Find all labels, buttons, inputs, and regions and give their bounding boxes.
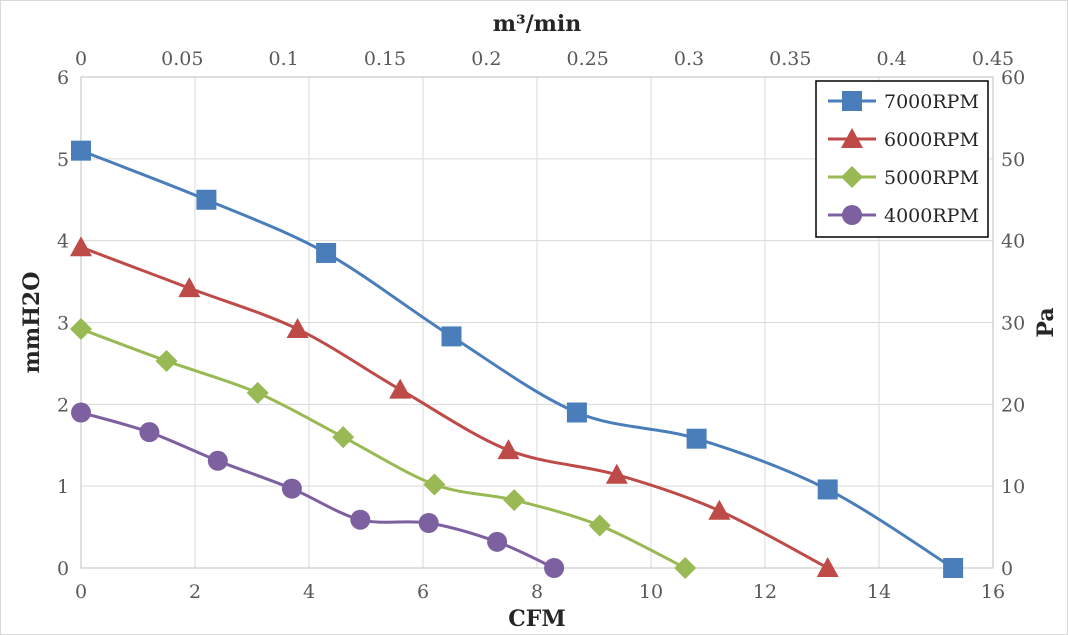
x-tick-label: 8 <box>531 581 543 603</box>
data-point <box>332 426 355 449</box>
x2-tick-label: 0.15 <box>364 48 406 70</box>
series-6000rpm <box>70 236 839 577</box>
legend-label: 5000RPM <box>884 167 979 189</box>
legend: 7000RPM 6000RPM 5000RPM 4000RPM <box>815 80 989 238</box>
data-point <box>139 422 160 443</box>
data-point <box>544 558 565 578</box>
y-axis-title: mmH2O <box>19 272 45 374</box>
x-tick-label: 2 <box>189 581 201 603</box>
data-point <box>71 140 91 161</box>
data-point <box>503 489 526 512</box>
x-tick-label: 4 <box>303 581 315 603</box>
data-point <box>207 450 228 471</box>
x2-tick-label: 0 <box>75 48 87 70</box>
data-point <box>71 402 91 423</box>
x-tick-label: 0 <box>75 581 87 603</box>
x-tick-label: 14 <box>867 581 891 603</box>
y2-tick-label: 50 <box>1001 149 1025 171</box>
x2-tick-label: 0.2 <box>471 48 501 70</box>
data-point <box>441 326 462 347</box>
x-axis-title: CFM <box>508 606 565 632</box>
legend-entry: 7000RPM <box>828 91 979 113</box>
legend-marker <box>842 205 862 225</box>
y-tick-label: 6 <box>57 67 69 89</box>
data-point <box>418 512 439 533</box>
data-point <box>246 381 269 404</box>
data-point <box>70 236 92 257</box>
x-tick-label: 6 <box>417 581 429 603</box>
y2-axis-title: Pa <box>1033 307 1059 337</box>
series-4000rpm <box>71 402 565 578</box>
y-tick-label: 0 <box>57 558 69 580</box>
y2-tick-label: 40 <box>1001 231 1025 253</box>
legend-label: 6000RPM <box>884 129 979 151</box>
x2-tick-label: 0.4 <box>877 48 907 70</box>
y2-tick-label: 0 <box>1001 558 1013 580</box>
x2-tick-label: 0.45 <box>972 48 1014 70</box>
data-point <box>605 463 628 484</box>
legend-label: 4000RPM <box>884 205 979 227</box>
y2-tick-label: 10 <box>1001 476 1025 498</box>
data-point <box>566 402 587 423</box>
x2-axis-title: m³/min <box>493 11 582 37</box>
series-line <box>80 327 686 570</box>
legend-entry: 5000RPM <box>828 166 979 189</box>
x2-tick-label: 0.25 <box>567 48 609 70</box>
data-point <box>943 558 964 578</box>
series-lines <box>70 140 964 579</box>
legend-label: 7000RPM <box>884 91 979 113</box>
x2-tick-label: 0.3 <box>674 48 704 70</box>
y-tick-label: 3 <box>57 313 69 335</box>
data-point <box>70 318 92 341</box>
legend-marker <box>841 128 863 148</box>
x-tick-label: 12 <box>753 581 777 603</box>
y-tick-label: 1 <box>57 476 69 498</box>
data-point <box>816 557 839 577</box>
y2-tick-label: 30 <box>1001 313 1025 335</box>
data-point <box>686 428 707 449</box>
data-point <box>281 478 302 499</box>
x2-tick-label: 0.1 <box>269 48 299 70</box>
data-point <box>316 242 337 263</box>
axes: 0 2 4 6 8 10 12 14 160 0.05 0.1 0.15 0.2 0.25 0.3 0.35 0… <box>19 11 1059 632</box>
data-point <box>487 531 508 552</box>
y-tick-label: 5 <box>57 149 69 171</box>
data-point <box>196 189 217 210</box>
data-point <box>178 277 201 298</box>
legend-entry: 6000RPM <box>828 128 979 151</box>
x2-tick-label: 0.05 <box>161 48 203 70</box>
data-point <box>286 318 309 339</box>
data-point <box>588 514 611 537</box>
y-tick-label: 4 <box>57 231 69 253</box>
data-point <box>423 473 446 496</box>
legend-entry: 4000RPM <box>828 205 979 227</box>
data-point <box>497 439 520 460</box>
data-point <box>155 349 178 372</box>
x2-tick-label: 0.35 <box>769 48 811 70</box>
series-5000rpm <box>70 318 697 579</box>
y2-tick-label: 60 <box>1001 67 1025 89</box>
data-point <box>350 509 371 530</box>
data-point <box>389 378 412 399</box>
y2-tick-label: 20 <box>1001 394 1025 416</box>
legend-marker <box>841 166 863 188</box>
x-tick-label: 16 <box>981 581 1005 603</box>
x-tick-label: 10 <box>639 581 663 603</box>
series-7000rpm <box>71 140 964 578</box>
y-tick-label: 2 <box>57 394 69 416</box>
legend-marker <box>842 91 862 111</box>
data-point <box>708 499 731 520</box>
data-point <box>817 479 838 500</box>
data-point <box>674 557 697 579</box>
